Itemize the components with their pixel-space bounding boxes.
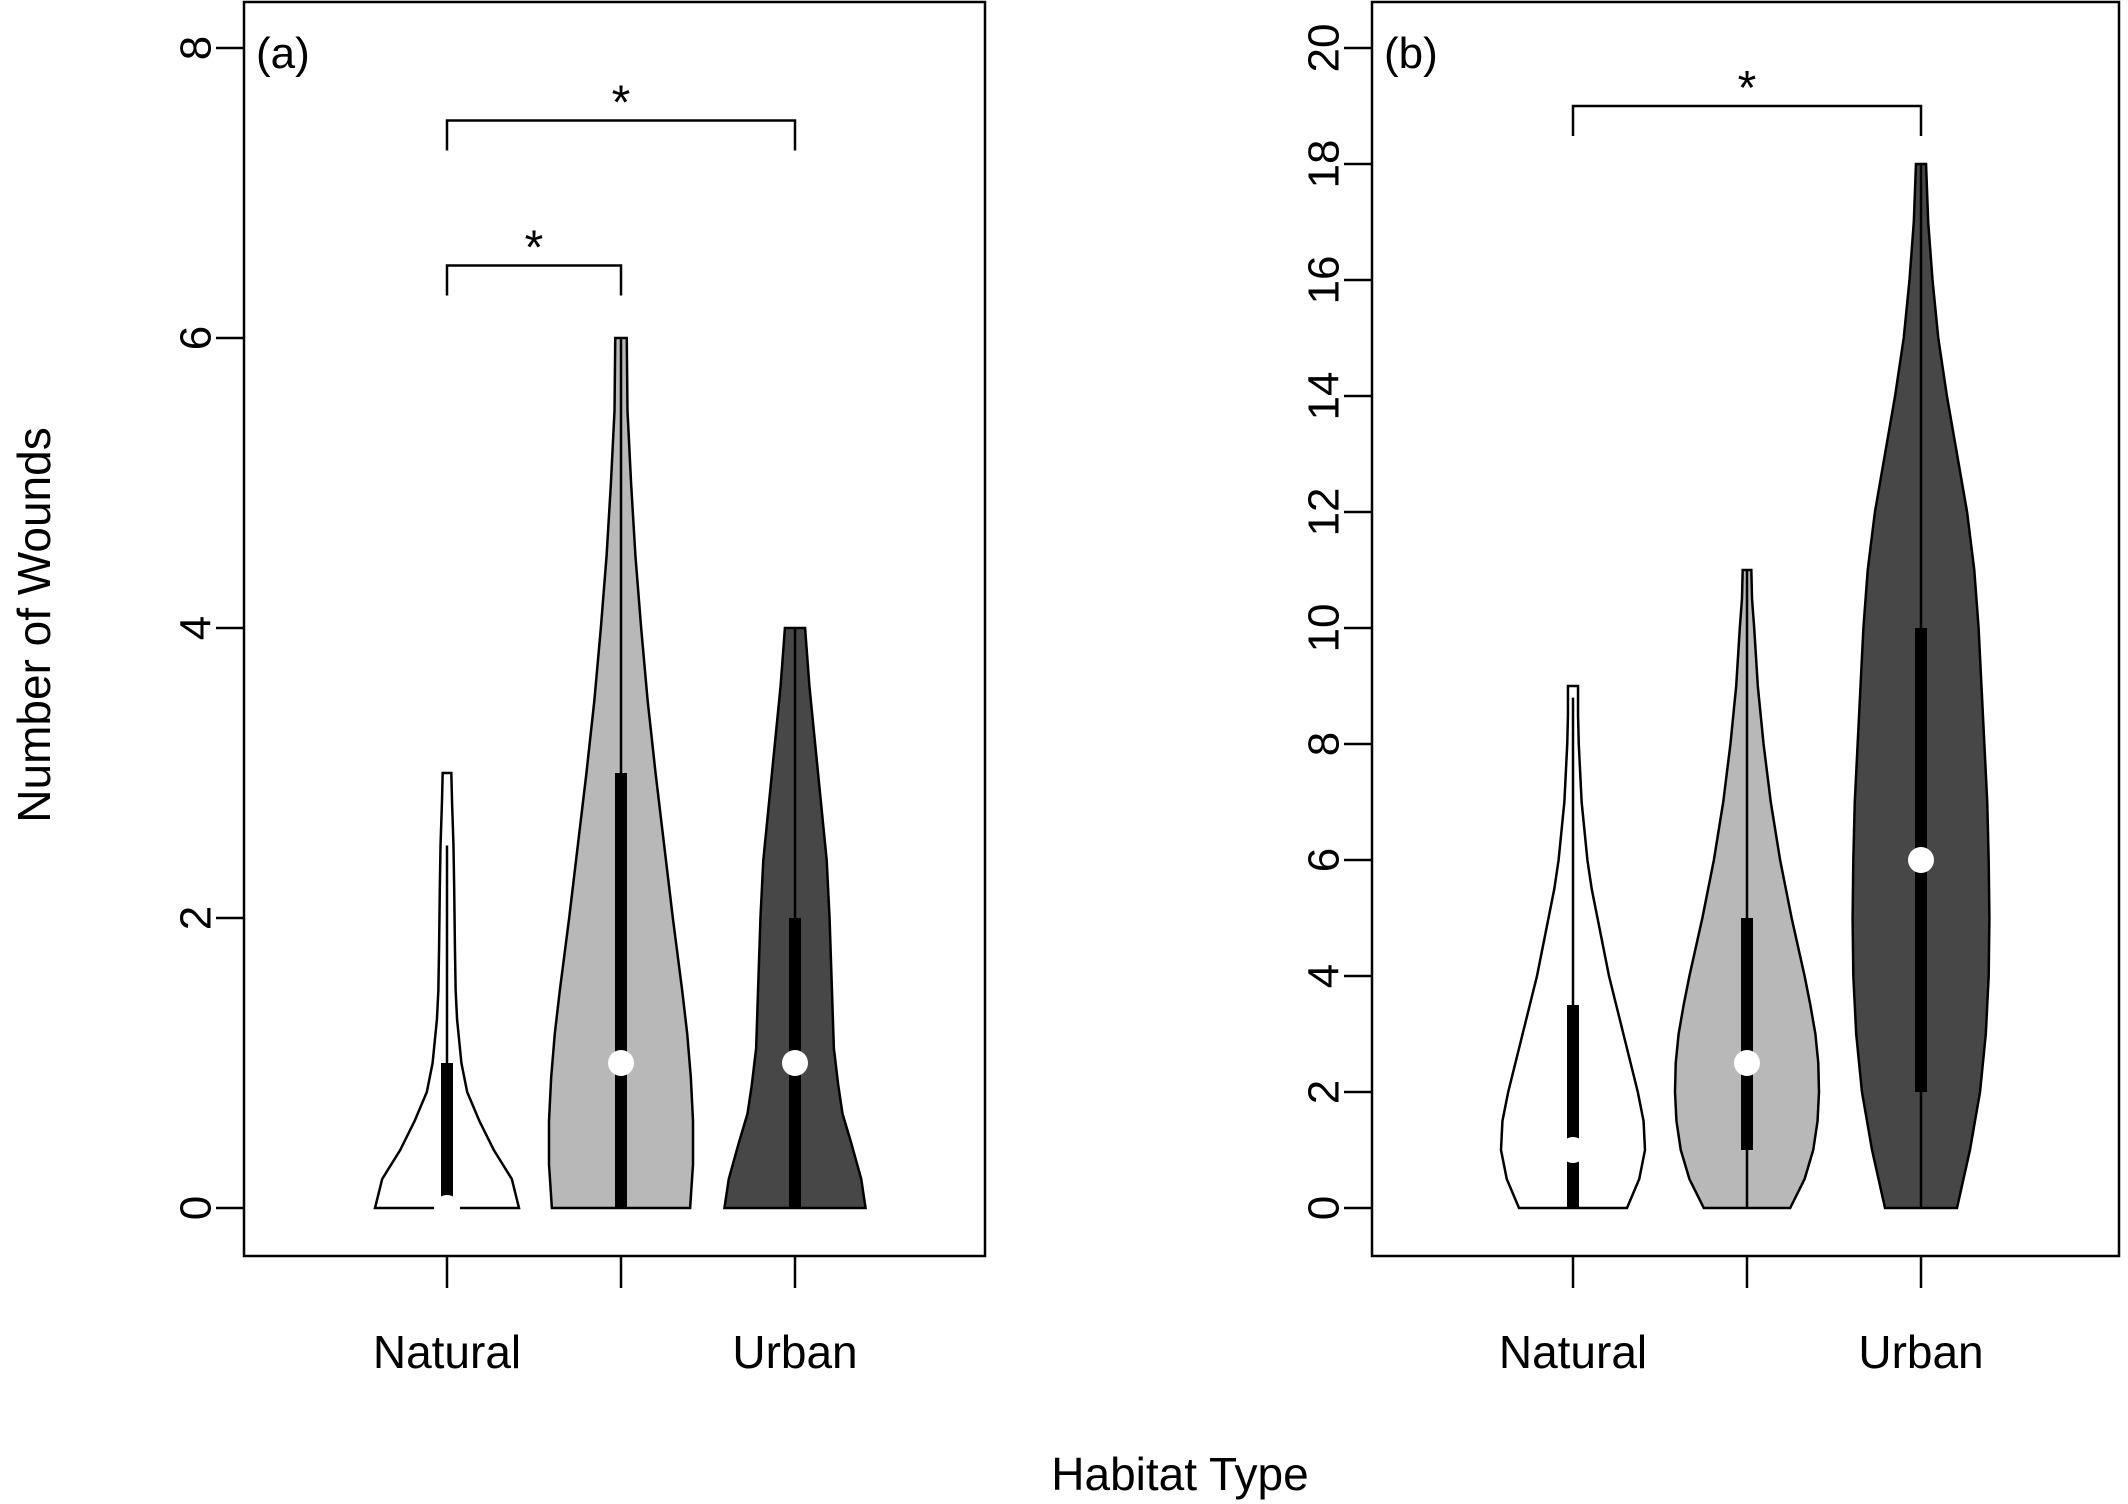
y-tick-label: 4 bbox=[172, 616, 221, 640]
y-tick-label: 18 bbox=[1300, 140, 1349, 189]
y-axis-label: Number of Wounds bbox=[8, 427, 60, 822]
x-axis-label: Habitat Type bbox=[1051, 1448, 1308, 1500]
violin-median-point bbox=[1908, 847, 1934, 873]
violin-median-point bbox=[782, 1050, 808, 1076]
y-tick-label: 12 bbox=[1300, 488, 1349, 537]
y-tick-label: 8 bbox=[172, 36, 221, 60]
significance-bracket: * bbox=[445, 77, 797, 151]
x-tick-label: Urban bbox=[1858, 1326, 1983, 1378]
violin-median-point bbox=[1560, 1137, 1586, 1163]
y-tick-label: 10 bbox=[1300, 604, 1349, 653]
significance-star: * bbox=[1738, 62, 1757, 115]
violin-0 bbox=[1499, 684, 1647, 1210]
panel-label: (a) bbox=[256, 29, 310, 78]
violin-2 bbox=[1851, 162, 1991, 1210]
x-tick-label: Natural bbox=[1499, 1326, 1647, 1378]
y-tick-label: 6 bbox=[172, 326, 221, 350]
y-tick-label: 20 bbox=[1300, 24, 1349, 73]
y-tick-label: 2 bbox=[1300, 1080, 1349, 1104]
bracket-line bbox=[445, 119, 797, 151]
y-tick-label: 0 bbox=[1300, 1196, 1349, 1220]
bracket-line bbox=[1571, 104, 1923, 136]
y-axis: 0 2 4 6 8 bbox=[172, 36, 244, 1220]
x-tick-label: Urban bbox=[732, 1326, 857, 1378]
y-tick-label: 16 bbox=[1300, 256, 1349, 305]
y-tick-label: 8 bbox=[1300, 732, 1349, 756]
violin-0 bbox=[373, 771, 521, 1221]
violin-1 bbox=[1673, 568, 1821, 1210]
y-tick-label: 0 bbox=[172, 1196, 221, 1220]
y-tick-label: 6 bbox=[1300, 848, 1349, 872]
violin-median-point bbox=[608, 1050, 634, 1076]
significance-bracket: * bbox=[1571, 62, 1923, 136]
violin-box bbox=[1741, 918, 1753, 1150]
y-tick-label: 2 bbox=[172, 906, 221, 930]
violin-box bbox=[441, 1063, 453, 1208]
significance-star: * bbox=[612, 77, 631, 130]
violin-box bbox=[1567, 1005, 1579, 1208]
y-tick-label: 14 bbox=[1300, 372, 1349, 421]
panel-a: 0 2 4 6 8 Natural Urban * * (a) bbox=[172, 0, 987, 1378]
panel-b: 0 2 4 6 8 10 12 14 16 18 20 Natural Urban * (b) bbox=[1300, 0, 2121, 1378]
violin-box bbox=[615, 773, 627, 1208]
violin-1 bbox=[547, 336, 695, 1210]
significance-star: * bbox=[525, 222, 544, 275]
panel-label: (b) bbox=[1384, 29, 1438, 78]
violin-median-point bbox=[1734, 1050, 1760, 1076]
violin-median-point bbox=[434, 1195, 460, 1221]
y-tick-label: 4 bbox=[1300, 964, 1349, 988]
bracket-line bbox=[445, 264, 623, 296]
significance-bracket: * bbox=[445, 222, 623, 296]
y-axis: 0 2 4 6 8 10 12 14 16 18 20 bbox=[1300, 24, 1372, 1220]
violin-2 bbox=[722, 626, 868, 1210]
x-tick-label: Natural bbox=[373, 1326, 521, 1378]
